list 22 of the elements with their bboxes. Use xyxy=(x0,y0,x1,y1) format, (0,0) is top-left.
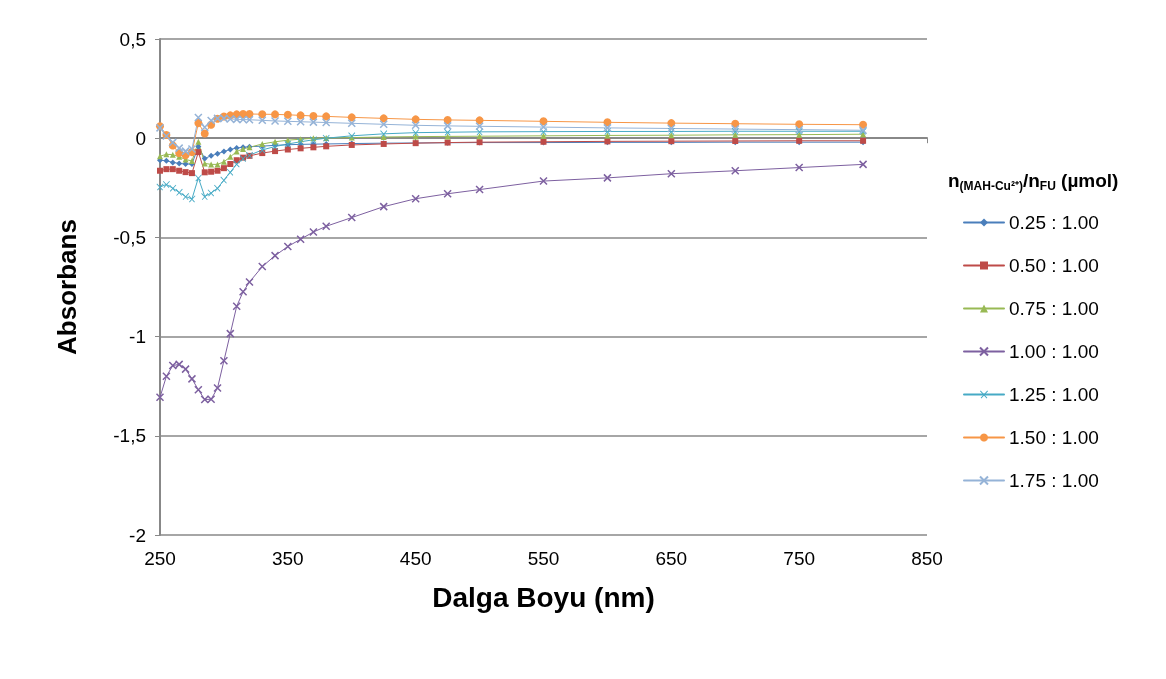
legend-label: 1.00 : 1.00 xyxy=(1009,341,1099,362)
x-tick-label: 550 xyxy=(527,548,560,569)
y-tick-label: -1 xyxy=(129,326,146,348)
y-tick-label: -0,5 xyxy=(113,226,146,248)
legend-label: 0.75 : 1.00 xyxy=(1009,298,1099,319)
y-tick-label: -2 xyxy=(129,524,146,546)
y-tick-label: 0,5 xyxy=(119,28,146,50)
x-tick-label: 650 xyxy=(655,548,688,569)
x-tick-label: 450 xyxy=(399,548,432,569)
x-tick-label: 750 xyxy=(783,548,816,569)
legend-label: 1.25 : 1.00 xyxy=(1009,384,1099,405)
x-tick-label: 350 xyxy=(271,548,304,569)
y-tick-label: -1,5 xyxy=(113,425,146,447)
y-tick-label: 0 xyxy=(135,127,146,149)
x-tick-label: 250 xyxy=(144,548,176,569)
legend-label: 0.25 : 1.00 xyxy=(1009,212,1099,233)
x-tick-label: 850 xyxy=(911,548,943,569)
x-axis-title: Dalga Boyu (nm) xyxy=(432,581,655,613)
y-axis-title: Absorbans xyxy=(52,219,82,355)
legend-label: 1.50 : 1.00 xyxy=(1009,427,1099,448)
legend-label: 1.75 : 1.00 xyxy=(1009,470,1099,491)
legend-label: 0.50 : 1.00 xyxy=(1009,255,1099,276)
